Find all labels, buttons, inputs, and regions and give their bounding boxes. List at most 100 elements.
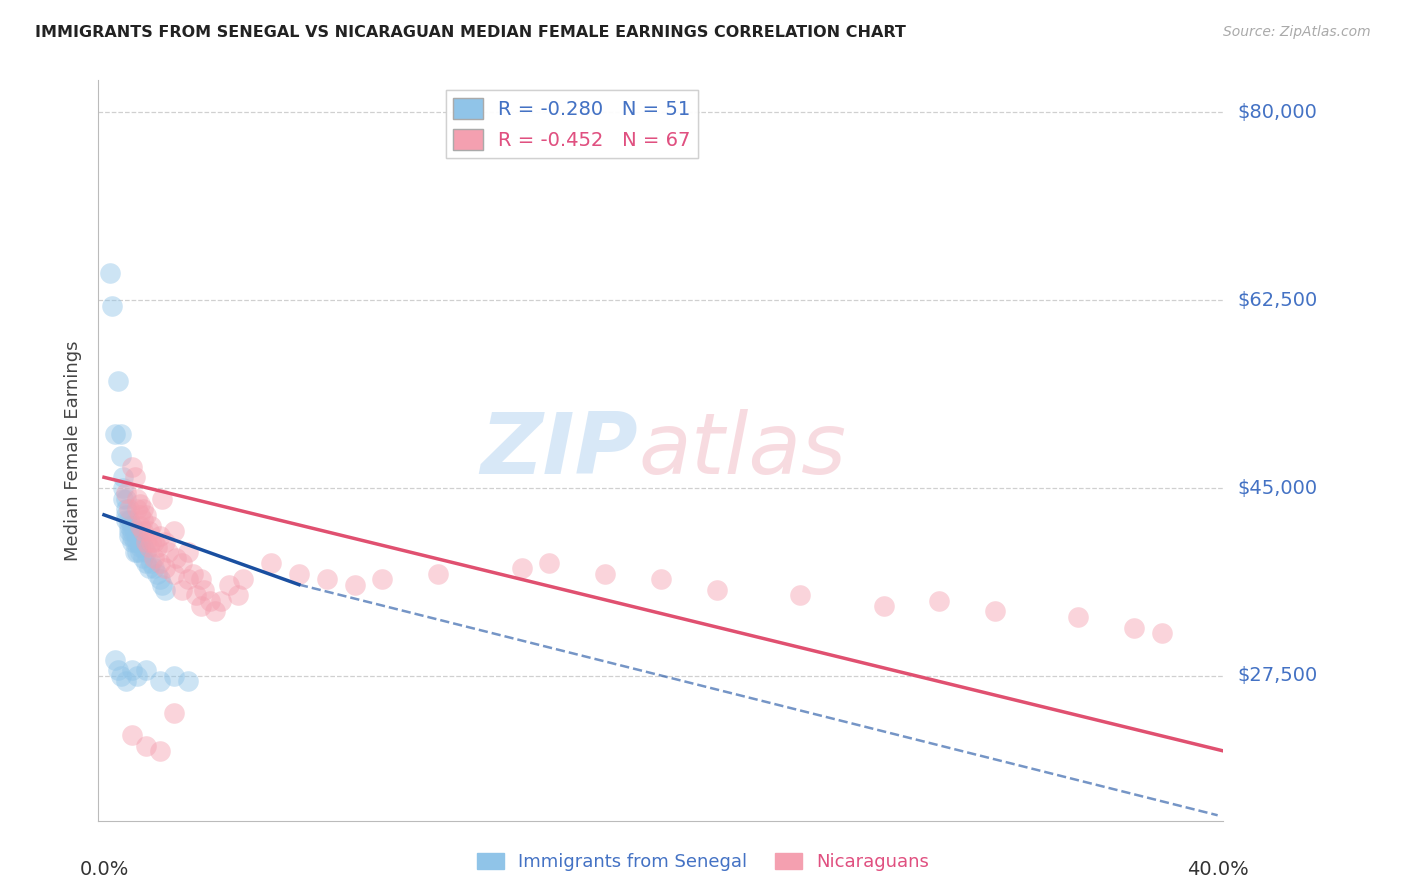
Point	[315, 572, 337, 586]
Point	[143, 550, 166, 565]
Point	[190, 599, 212, 613]
Point	[155, 534, 177, 549]
Text: Source: ZipAtlas.com: Source: ZipAtlas.com	[1223, 25, 1371, 39]
Point	[101, 299, 124, 313]
Point	[789, 588, 811, 602]
Legend: R = -0.280   N = 51, R = -0.452   N = 67: R = -0.280 N = 51, R = -0.452 N = 67	[446, 90, 699, 158]
Point	[288, 566, 311, 581]
Point	[176, 674, 198, 689]
Point	[127, 502, 149, 516]
Point	[204, 604, 226, 618]
Point	[135, 534, 157, 549]
Point	[135, 739, 157, 753]
Point	[124, 470, 146, 484]
Point	[129, 518, 152, 533]
Point	[143, 534, 166, 549]
Point	[115, 486, 138, 500]
Point	[112, 481, 135, 495]
Point	[170, 582, 193, 597]
Point	[162, 566, 184, 581]
Point	[149, 556, 172, 570]
Point	[121, 529, 143, 543]
Text: ZIP: ZIP	[481, 409, 638, 492]
Point	[132, 513, 155, 527]
Point	[152, 577, 174, 591]
Point	[181, 566, 204, 581]
Point	[127, 491, 149, 506]
Point	[135, 556, 157, 570]
Point	[121, 664, 143, 678]
Point	[170, 556, 193, 570]
Point	[176, 572, 198, 586]
Point	[138, 524, 160, 538]
Text: $27,500: $27,500	[1237, 666, 1317, 685]
Point	[226, 588, 249, 602]
Point	[1067, 609, 1090, 624]
Point	[121, 534, 143, 549]
Point	[141, 518, 163, 533]
Point	[127, 534, 149, 549]
Point	[121, 728, 143, 742]
Y-axis label: Median Female Earnings: Median Female Earnings	[65, 340, 83, 561]
Point	[218, 577, 240, 591]
Point	[209, 593, 232, 607]
Point	[165, 550, 187, 565]
Point	[118, 518, 141, 533]
Point	[427, 566, 450, 581]
Point	[110, 669, 132, 683]
Point	[98, 267, 121, 281]
Point	[141, 556, 163, 570]
Point	[984, 604, 1007, 618]
Point	[132, 524, 155, 538]
Point	[112, 491, 135, 506]
Point	[190, 572, 212, 586]
Point	[132, 550, 155, 565]
Legend: Immigrants from Senegal, Nicaraguans: Immigrants from Senegal, Nicaraguans	[470, 846, 936, 879]
Point	[141, 534, 163, 549]
Point	[176, 545, 198, 559]
Point	[162, 706, 184, 721]
Point	[593, 566, 616, 581]
Point	[118, 524, 141, 538]
Point	[115, 491, 138, 506]
Point	[107, 664, 129, 678]
Point	[115, 674, 138, 689]
Point	[104, 653, 127, 667]
Point	[135, 664, 157, 678]
Point	[193, 582, 215, 597]
Point	[124, 545, 146, 559]
Point	[149, 529, 172, 543]
Point	[152, 491, 174, 506]
Point	[121, 459, 143, 474]
Text: IMMIGRANTS FROM SENEGAL VS NICARAGUAN MEDIAN FEMALE EARNINGS CORRELATION CHART: IMMIGRANTS FROM SENEGAL VS NICARAGUAN ME…	[35, 25, 905, 40]
Point	[371, 572, 394, 586]
Point	[121, 524, 143, 538]
Point	[129, 545, 152, 559]
Point	[115, 513, 138, 527]
Point	[115, 508, 138, 522]
Point	[510, 561, 533, 575]
Point	[1123, 620, 1146, 634]
Point	[343, 577, 366, 591]
Point	[650, 572, 672, 586]
Point	[110, 449, 132, 463]
Text: $62,500: $62,500	[1237, 291, 1317, 310]
Point	[146, 540, 169, 554]
Point	[110, 427, 132, 442]
Point	[104, 427, 127, 442]
Point	[118, 502, 141, 516]
Point	[149, 744, 172, 758]
Point	[135, 545, 157, 559]
Point	[872, 599, 894, 613]
Point	[143, 561, 166, 575]
Point	[184, 588, 207, 602]
Point	[138, 540, 160, 554]
Text: 0.0%: 0.0%	[79, 860, 129, 879]
Point	[124, 534, 146, 549]
Point	[198, 593, 221, 607]
Point	[118, 513, 141, 527]
Point	[132, 502, 155, 516]
Point	[127, 529, 149, 543]
Text: 40.0%: 40.0%	[1187, 860, 1249, 879]
Point	[260, 556, 283, 570]
